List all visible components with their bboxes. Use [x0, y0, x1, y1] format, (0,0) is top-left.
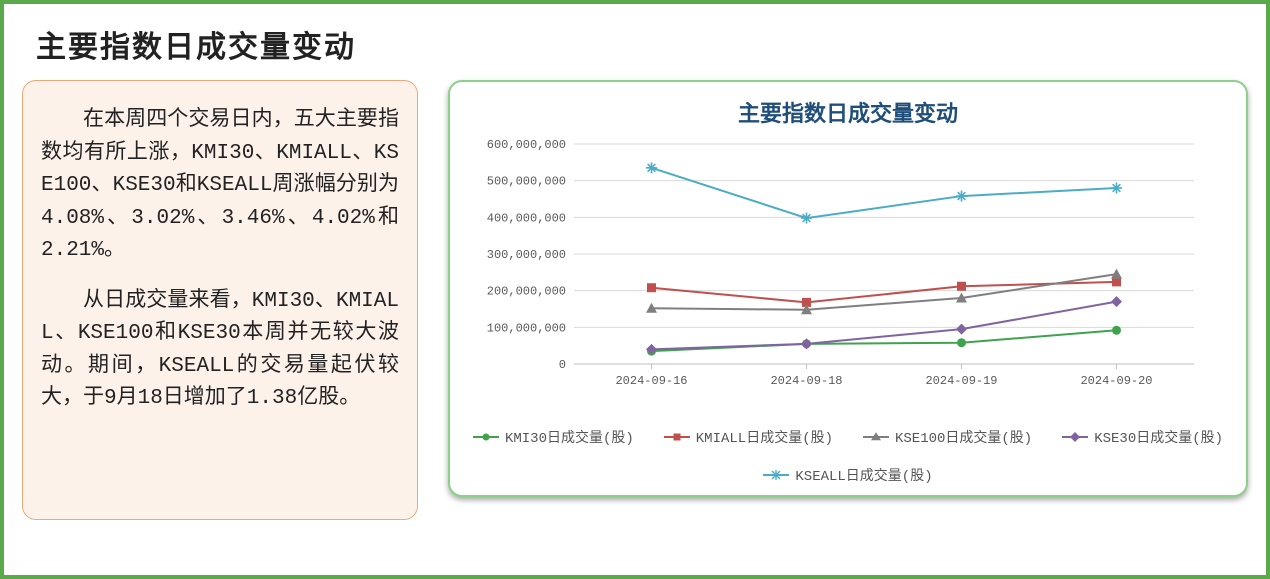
x-tick-label: 2024-09-18: [770, 374, 842, 388]
legend-item: KMIALL日成交量(股): [664, 427, 833, 447]
chart-title: 主要指数日成交量变动: [464, 96, 1232, 128]
chart-legend: KMI30日成交量(股) KMIALL日成交量(股) KSE100日成交量(股) KS…: [464, 419, 1232, 489]
y-tick-label: 100,000,000: [487, 321, 566, 335]
columns: 在本周四个交易日内，五大主要指数均有所上涨，KMI30、KMIALL、KSE10…: [22, 80, 1248, 520]
legend-swatch: [1062, 431, 1088, 443]
series: [646, 162, 1122, 223]
y-tick-label: 0: [559, 358, 566, 372]
legend-label: KSE30日成交量(股): [1094, 427, 1223, 447]
legend-label: KSE100日成交量(股): [895, 427, 1032, 447]
legend-item: KSE100日成交量(股): [863, 427, 1032, 447]
y-tick-label: 200,000,000: [487, 285, 566, 299]
chart-panel: 主要指数日成交量变动 0 100,000,000 200,000,000 300,00…: [448, 80, 1248, 497]
series: [647, 326, 1121, 356]
legend-item: KMI30日成交量(股): [473, 427, 634, 447]
series: [646, 296, 1122, 355]
paragraph-1: 在本周四个交易日内，五大主要指数均有所上涨，KMI30、KMIALL、KSE10…: [41, 105, 399, 268]
y-tick-label: 500,000,000: [487, 175, 566, 189]
paragraph-2: 从日成交量来看，KMI30、KMIALL、KSE100和KSE30本周并无较大波…: [41, 286, 399, 416]
series: [647, 277, 1121, 307]
legend-label: KMI30日成交量(股): [505, 427, 634, 447]
x-tick-label: 2024-09-19: [925, 374, 997, 388]
y-tick-label: 400,000,000: [487, 211, 566, 225]
legend-label: KSEALL日成交量(股): [795, 465, 932, 485]
page-title: 主要指数日成交量变动: [36, 22, 1248, 66]
y-tick-label: 600,000,000: [487, 138, 566, 152]
series: [646, 269, 1122, 315]
line-chart-svg: 0 100,000,000 200,000,000 300,000,000 400,00…: [464, 134, 1204, 414]
legend-swatch: [863, 431, 889, 443]
legend-item: KSE30日成交量(股): [1062, 427, 1223, 447]
legend-swatch: [763, 469, 789, 481]
legend-swatch: [664, 431, 690, 443]
x-tick-label: 2024-09-16: [615, 374, 687, 388]
chart-area: 0 100,000,000 200,000,000 300,000,000 400,00…: [464, 134, 1232, 419]
y-tick-label: 300,000,000: [487, 248, 566, 262]
x-tick-label: 2024-09-20: [1080, 374, 1152, 388]
page-frame: 主要指数日成交量变动 在本周四个交易日内，五大主要指数均有所上涨，KMI30、K…: [0, 0, 1270, 579]
legend-item: KSEALL日成交量(股): [763, 465, 932, 485]
legend-label: KMIALL日成交量(股): [696, 427, 833, 447]
text-panel: 在本周四个交易日内，五大主要指数均有所上涨，KMI30、KMIALL、KSE10…: [22, 80, 418, 520]
legend-swatch: [473, 431, 499, 443]
